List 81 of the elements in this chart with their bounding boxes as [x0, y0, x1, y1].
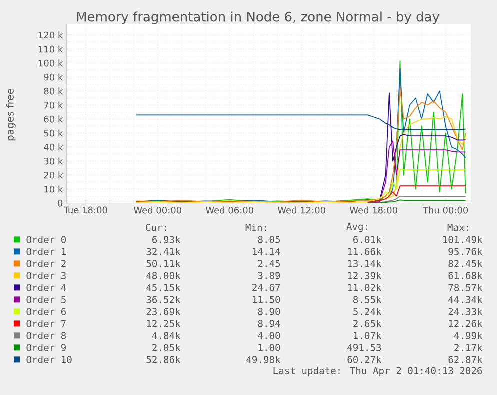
text: 6.93k — [152, 236, 181, 244]
text: 50.11k — [146, 260, 181, 268]
text: 4.00 — [258, 332, 280, 340]
text: 60.27k — [348, 356, 382, 364]
y-tick-label: 40 k — [44, 144, 64, 151]
text: 78.57k — [448, 284, 483, 292]
x-tick-label: Thu 00:00 — [422, 206, 468, 214]
text: 8.94 — [258, 320, 280, 328]
text: 24.33k — [448, 308, 483, 316]
y-tick-label: 120 k — [38, 32, 64, 39]
legend-label: Order 6 — [26, 308, 66, 316]
text: 36.52k — [146, 296, 181, 304]
text: Min: — [246, 224, 266, 232]
legend-label: Order 10 — [26, 356, 72, 364]
y-tick-label: 30 k — [44, 158, 64, 165]
text: 2.45 — [258, 260, 280, 268]
text: 5.24k — [354, 308, 382, 316]
text: Cur: — [146, 224, 166, 232]
text: 8.55k — [354, 296, 382, 304]
x-tick-label: Wed 06:00 — [206, 206, 254, 214]
text: 49.98k — [246, 356, 281, 364]
y-tick-label: 100 k — [38, 60, 64, 67]
text: 101.49k — [444, 236, 483, 244]
text: 13.14k — [348, 260, 382, 268]
text: 12.39k — [348, 272, 382, 280]
text: 11.66k — [348, 248, 382, 256]
text: 2.65k — [354, 320, 382, 328]
text: 61.68k — [448, 272, 483, 280]
text: 23.69k — [146, 308, 181, 316]
text: 45.15k — [146, 284, 181, 292]
y-tick-label: 0 — [58, 200, 63, 207]
text: 8.05 — [258, 236, 280, 244]
legend-label: Order 7 — [26, 320, 66, 328]
y-tick-label: 50 k — [44, 130, 64, 137]
x-tick-label: Wed 12:00 — [278, 206, 326, 214]
legend-label: Order 9 — [26, 344, 66, 352]
legend-label: Order 8 — [26, 332, 66, 340]
text: 52.86k — [146, 356, 181, 364]
y-tick-label: 80 k — [44, 88, 64, 95]
text: 48.00k — [146, 272, 181, 280]
text: 11.50 — [253, 296, 280, 304]
text: 11.02k — [348, 284, 382, 292]
legend-label: Order 3 — [26, 272, 66, 280]
y-tick-label: 110 k — [38, 46, 64, 53]
text: 4.84k — [152, 332, 181, 340]
legend-label: Order 2 — [26, 260, 66, 268]
text: 24.67 — [252, 284, 280, 292]
text: 62.87k — [448, 356, 483, 364]
legend-label: Order 1 — [26, 248, 66, 256]
text: 1.00 — [258, 344, 280, 352]
y-tick-label: 90 k — [44, 74, 64, 81]
text: 2.05k — [152, 344, 181, 352]
x-tick-label: Wed 18:00 — [350, 206, 398, 214]
text: 4.99k — [454, 332, 483, 340]
text: Avg: — [346, 223, 368, 232]
text: 6.01k — [354, 236, 382, 244]
y-tick-label: 20 k — [44, 172, 64, 179]
text: 491.53 — [348, 344, 382, 352]
text: 12.25k — [147, 320, 181, 328]
text: Max: — [448, 224, 468, 232]
y-tick-label: 10 k — [44, 186, 64, 193]
text: 32.41k — [146, 248, 181, 256]
y-tick-label: 70 k — [44, 102, 64, 109]
text: Last update: Thu Apr 2 01:40:13 2026 — [274, 367, 482, 376]
text: 82.45k — [448, 260, 483, 268]
text: 12.26k — [449, 320, 483, 328]
x-tick-label: Tue 18:00 — [64, 206, 108, 214]
text: 1.07k — [354, 332, 382, 340]
y-axis-title: pages free — [6, 88, 16, 141]
legend-label: Order 5 — [26, 296, 66, 304]
text: 95.76k — [448, 248, 483, 256]
text: 44.34k — [448, 296, 483, 304]
chart-title: Memory fragmentation in Node 6, zone Normal - by day — [77, 12, 440, 24]
x-tick-label: Wed 00:00 — [134, 206, 182, 214]
legend-label: Order 0 — [26, 236, 66, 244]
y-tick-label: 60 k — [44, 116, 64, 123]
text: 14.14 — [253, 248, 280, 256]
text: 8.90 — [258, 308, 280, 316]
legend-label: Order 4 — [26, 284, 66, 292]
text: 2.17k — [454, 344, 483, 352]
text: 3.89 — [258, 272, 280, 280]
